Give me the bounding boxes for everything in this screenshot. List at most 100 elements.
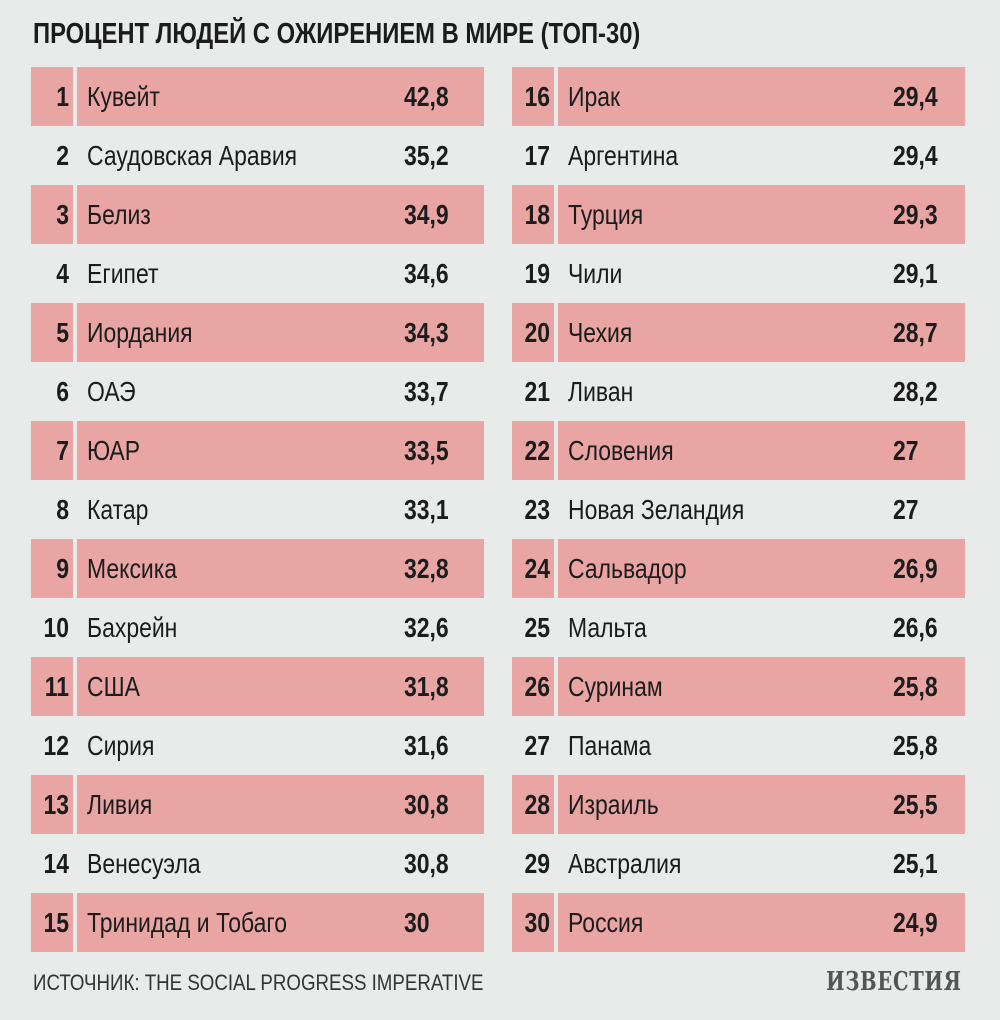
country-cell: Ливия bbox=[87, 789, 153, 820]
rank-cell: 5 bbox=[56, 317, 69, 348]
rank-cell: 17 bbox=[524, 140, 550, 171]
table-row: 25 Мальта 26,6 bbox=[512, 598, 965, 657]
country-cell: Венесуэла bbox=[87, 848, 201, 879]
value-cell: 33,5 bbox=[404, 435, 449, 466]
country-cell: Новая Зеландия bbox=[568, 494, 745, 525]
row-highlight-rank bbox=[31, 539, 73, 598]
rank-cell: 23 bbox=[524, 494, 550, 525]
row-highlight-rank bbox=[31, 657, 73, 716]
source-note: ИСТОЧНИК: THE SOCIAL PROGRESS IMPERATIVE bbox=[33, 970, 484, 995]
table-column-left: 1 Кувейт 42,8 2 Саудовская Аравия 35,2 3 Белиз 3… bbox=[31, 67, 484, 952]
value-cell: 25,1 bbox=[893, 848, 938, 879]
row-highlight-rank bbox=[512, 775, 554, 834]
country-cell: Мексика bbox=[87, 553, 178, 584]
rank-cell: 29 bbox=[524, 848, 550, 879]
value-cell: 32,6 bbox=[404, 612, 449, 643]
value-cell: 25,8 bbox=[893, 671, 938, 702]
row-highlight-rank bbox=[512, 539, 554, 598]
table-row: 28 Израиль 25,5 bbox=[512, 775, 965, 834]
value-cell: 26,6 bbox=[893, 612, 938, 643]
value-cell: 25,8 bbox=[893, 730, 938, 761]
table-row: 16 Ирак 29,4 bbox=[512, 67, 965, 126]
row-highlight-main bbox=[77, 893, 484, 952]
row-highlight-main bbox=[558, 657, 965, 716]
country-cell: Тринидад и Тобаго bbox=[87, 907, 288, 938]
rank-cell: 4 bbox=[56, 258, 69, 289]
row-highlight-main bbox=[558, 67, 965, 126]
rank-cell: 18 bbox=[524, 199, 550, 230]
izvestia-logo: ИЗВЕСТИЯ bbox=[826, 967, 962, 997]
row-highlight-rank bbox=[512, 657, 554, 716]
row-highlight-main bbox=[77, 775, 484, 834]
row-highlight-main bbox=[77, 303, 484, 362]
table-row: 20 Чехия 28,7 bbox=[512, 303, 965, 362]
row-highlight-rank bbox=[512, 303, 554, 362]
row-highlight-main bbox=[558, 421, 965, 480]
row-highlight-main bbox=[77, 421, 484, 480]
row-highlight-rank bbox=[31, 185, 73, 244]
rank-cell: 13 bbox=[43, 789, 69, 820]
value-cell: 27 bbox=[893, 435, 919, 466]
rank-cell: 15 bbox=[43, 907, 69, 938]
value-cell: 26,9 bbox=[893, 553, 938, 584]
value-cell: 33,7 bbox=[404, 376, 449, 407]
country-cell: Сальвадор bbox=[568, 553, 687, 584]
row-highlight-rank bbox=[31, 67, 73, 126]
row-highlight-main bbox=[77, 539, 484, 598]
country-cell: Австралия bbox=[568, 848, 682, 879]
table-row: 12 Сирия 31,6 bbox=[31, 716, 484, 775]
row-highlight-main bbox=[558, 539, 965, 598]
table-row: 14 Венесуэла 30,8 bbox=[31, 834, 484, 893]
rank-cell: 28 bbox=[524, 789, 550, 820]
row-highlight-rank bbox=[31, 775, 73, 834]
value-cell: 28,7 bbox=[893, 317, 938, 348]
row-highlight-main bbox=[77, 657, 484, 716]
country-cell: Мальта bbox=[568, 612, 647, 643]
country-cell: Чехия bbox=[568, 317, 633, 348]
value-cell: 31,8 bbox=[404, 671, 449, 702]
country-cell: Иордания bbox=[87, 317, 193, 348]
value-cell: 32,8 bbox=[404, 553, 449, 584]
table-row: 23 Новая Зеландия 27 bbox=[512, 480, 965, 539]
table-row: 10 Бахрейн 32,6 bbox=[31, 598, 484, 657]
country-cell: Россия bbox=[568, 907, 644, 938]
rank-cell: 22 bbox=[524, 435, 550, 466]
rank-cell: 16 bbox=[524, 81, 550, 112]
value-cell: 24,9 bbox=[893, 907, 938, 938]
country-cell: ЮАР bbox=[87, 435, 141, 466]
table-row: 18 Турция 29,3 bbox=[512, 185, 965, 244]
country-cell: Египет bbox=[87, 258, 159, 289]
value-cell: 29,1 bbox=[893, 258, 938, 289]
country-cell: Катар bbox=[87, 494, 149, 525]
table-row: 15 Тринидад и Тобаго 30 bbox=[31, 893, 484, 952]
value-cell: 29,3 bbox=[893, 199, 938, 230]
rank-cell: 3 bbox=[56, 199, 69, 230]
value-cell: 33,1 bbox=[404, 494, 449, 525]
table-row: 4 Египет 34,6 bbox=[31, 244, 484, 303]
table-row: 26 Суринам 25,8 bbox=[512, 657, 965, 716]
country-cell: Ирак bbox=[568, 81, 621, 112]
rank-cell: 8 bbox=[56, 494, 69, 525]
value-cell: 42,8 bbox=[404, 81, 449, 112]
country-cell: Суринам bbox=[568, 671, 663, 702]
row-highlight-rank bbox=[512, 67, 554, 126]
table-row: 22 Словения 27 bbox=[512, 421, 965, 480]
value-cell: 25,5 bbox=[893, 789, 938, 820]
country-cell: Ливан bbox=[568, 376, 634, 407]
country-cell: Белиз bbox=[87, 199, 151, 230]
country-cell: Израиль bbox=[568, 789, 659, 820]
row-highlight-rank bbox=[512, 421, 554, 480]
table-row: 11 США 31,8 bbox=[31, 657, 484, 716]
value-cell: 30,8 bbox=[404, 789, 449, 820]
table-row: 17 Аргентина 29,4 bbox=[512, 126, 965, 185]
value-cell: 34,9 bbox=[404, 199, 449, 230]
value-cell: 30 bbox=[404, 907, 430, 938]
table-row: 19 Чили 29,1 bbox=[512, 244, 965, 303]
table-row: 6 ОАЭ 33,7 bbox=[31, 362, 484, 421]
country-cell: Кувейт bbox=[87, 81, 160, 112]
rank-cell: 10 bbox=[43, 612, 69, 643]
table-row: 2 Саудовская Аравия 35,2 bbox=[31, 126, 484, 185]
table-row: 5 Иордания 34,3 bbox=[31, 303, 484, 362]
value-cell: 34,3 bbox=[404, 317, 449, 348]
country-cell: Турция bbox=[568, 199, 644, 230]
